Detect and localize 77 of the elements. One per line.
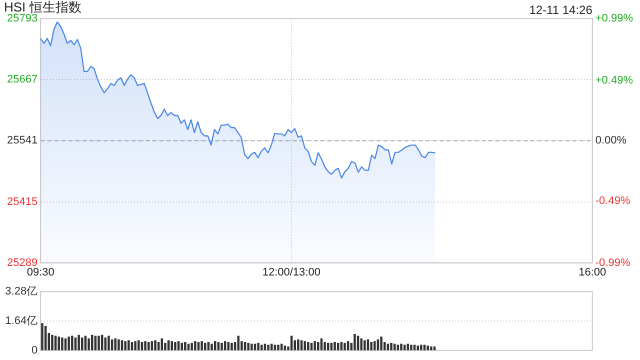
bar — [326, 342, 330, 350]
bar — [354, 334, 356, 350]
bar — [58, 336, 60, 350]
bar — [304, 341, 306, 350]
y-tick-label: 0 — [31, 344, 38, 356]
bar — [374, 341, 376, 350]
bar — [174, 342, 176, 350]
bar — [400, 344, 402, 350]
bar — [247, 342, 250, 350]
bar — [360, 338, 362, 350]
bar — [416, 346, 419, 350]
bar — [51, 334, 54, 350]
bar — [81, 338, 84, 350]
bar — [267, 344, 270, 350]
bar — [297, 339, 300, 350]
bar — [61, 338, 64, 350]
text: 12-11 14:26 — [529, 2, 593, 17]
bar — [68, 336, 70, 350]
y2-tick-label: 0.00% — [595, 134, 627, 147]
bar — [41, 323, 44, 350]
bar — [420, 344, 422, 350]
bar — [324, 342, 326, 350]
bar — [307, 342, 310, 350]
bar — [98, 336, 100, 350]
bar — [147, 342, 150, 350]
bar — [430, 346, 432, 350]
bar — [380, 336, 382, 350]
bar — [118, 339, 120, 350]
bar — [364, 340, 366, 350]
y-tick-label: 25289 — [6, 256, 38, 269]
bar — [194, 341, 196, 350]
chart-title: HSI 恒生指数 — [4, 0, 82, 14]
y-tick-label: 25793 — [6, 12, 38, 25]
x-tick-label: 09:30 — [26, 266, 54, 278]
bar — [204, 342, 206, 350]
bar — [128, 340, 130, 350]
bar — [344, 342, 346, 350]
bar — [108, 336, 110, 350]
y2-tick-label: -0.49% — [595, 195, 630, 208]
bar — [334, 342, 336, 350]
bar — [237, 336, 240, 350]
bar — [220, 342, 223, 350]
bar — [134, 341, 136, 350]
bar — [190, 342, 193, 350]
y2-tick-label: -0.99% — [595, 256, 630, 269]
y-tick-label: 25541 — [6, 134, 38, 147]
y-tick-label: 3.28亿 — [5, 286, 38, 298]
y2-tick-label: +0.49% — [595, 74, 634, 86]
bar — [260, 344, 263, 350]
bar — [200, 341, 203, 350]
bar — [314, 341, 316, 350]
x-tick-label: 16:00 — [578, 266, 606, 278]
y-tick-label: 25667 — [6, 74, 38, 86]
bar — [138, 340, 140, 350]
bar — [164, 342, 166, 350]
bar — [124, 341, 126, 350]
bar — [250, 344, 253, 350]
bar — [317, 342, 320, 350]
bar — [210, 344, 213, 350]
bar — [144, 341, 146, 350]
y-tick-label: 25415 — [6, 196, 38, 208]
bar — [154, 340, 156, 350]
y-tick-label: 1.64亿 — [5, 315, 38, 328]
bar — [184, 342, 186, 350]
bar — [390, 342, 392, 350]
y2-tick-label: +0.99% — [595, 12, 634, 25]
x-tick-label: 12:00/13:00 — [262, 266, 320, 278]
bar — [277, 344, 280, 350]
bar — [257, 342, 260, 350]
bar — [426, 346, 429, 350]
bar — [410, 344, 412, 350]
bar — [88, 338, 90, 350]
bar — [230, 342, 233, 350]
bar — [180, 342, 183, 350]
bar — [78, 334, 80, 350]
bar — [370, 342, 372, 350]
bar — [71, 336, 74, 350]
